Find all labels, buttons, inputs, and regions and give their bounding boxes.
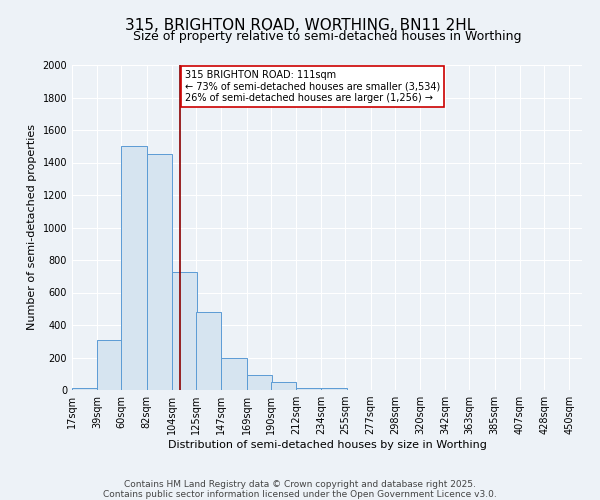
Text: Contains HM Land Registry data © Crown copyright and database right 2025.
Contai: Contains HM Land Registry data © Crown c…	[103, 480, 497, 499]
Y-axis label: Number of semi-detached properties: Number of semi-detached properties	[27, 124, 37, 330]
Bar	[296, 388, 321, 390]
Bar	[72, 388, 97, 390]
X-axis label: Distribution of semi-detached houses by size in Worthing: Distribution of semi-detached houses by …	[167, 440, 487, 450]
Bar	[121, 146, 146, 390]
Bar	[221, 358, 247, 390]
Bar	[196, 312, 221, 390]
Bar	[146, 154, 172, 390]
Bar	[271, 382, 296, 390]
Bar	[321, 388, 347, 390]
Bar	[172, 272, 197, 390]
Bar	[247, 376, 272, 390]
Text: 315, BRIGHTON ROAD, WORTHING, BN11 2HL: 315, BRIGHTON ROAD, WORTHING, BN11 2HL	[125, 18, 475, 32]
Text: 315 BRIGHTON ROAD: 111sqm
← 73% of semi-detached houses are smaller (3,534)
26% : 315 BRIGHTON ROAD: 111sqm ← 73% of semi-…	[185, 70, 440, 103]
Title: Size of property relative to semi-detached houses in Worthing: Size of property relative to semi-detach…	[133, 30, 521, 43]
Bar	[97, 340, 122, 390]
